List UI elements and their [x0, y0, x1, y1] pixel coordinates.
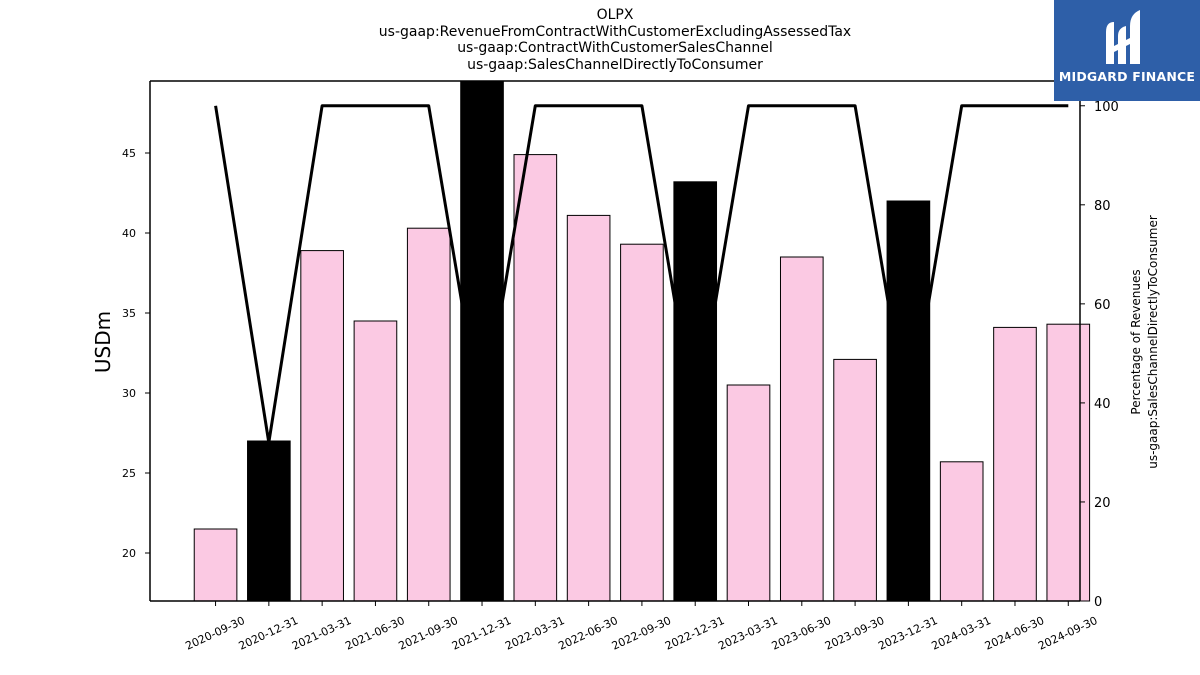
bar-2020-09-30: [193, 528, 238, 602]
x-tick-label-2020-09-30: 2020-09-30: [183, 614, 246, 653]
x-tick-label-2021-09-30: 2021-09-30: [397, 614, 460, 653]
chart-title-line-4: us-gaap:SalesChannelDirectlyToConsumer: [467, 57, 763, 73]
bar-2022-12-31: [673, 181, 718, 602]
x-tick-label-2022-06-30: 2022-06-30: [556, 614, 619, 653]
bar-2022-03-31: [513, 154, 558, 602]
x-tick-label-2023-06-30: 2023-06-30: [770, 614, 833, 653]
bar-2023-12-31: [886, 200, 931, 602]
x-tick-label-2022-03-31: 2022-03-31: [503, 614, 566, 653]
y-tick-label-25: 25: [122, 467, 136, 480]
y-tick-label-20: 20: [122, 547, 136, 560]
y2-tick-label-0: 0: [1094, 595, 1102, 610]
bar-2020-12-31: [247, 440, 291, 602]
x-tick-label-2022-12-31: 2022-12-31: [663, 614, 726, 653]
y2-tick-label-100: 100: [1094, 100, 1119, 115]
chart-title-line-3: us-gaap:ContractWithCustomerSalesChannel: [457, 40, 773, 56]
bar-2022-09-30: [620, 243, 664, 602]
logo-icon: [1106, 10, 1140, 64]
bars-group: [193, 80, 1091, 602]
y2-tick-label-60: 60: [1094, 298, 1111, 313]
y-tick-label-45: 45: [122, 147, 136, 160]
y-tick-label-40: 40: [122, 227, 136, 240]
x-tick-label-2021-03-31: 2021-03-31: [290, 614, 353, 653]
x-tick-label-2024-06-30: 2024-06-30: [983, 614, 1046, 653]
x-tick-label-2021-12-31: 2021-12-31: [450, 614, 513, 653]
x-tick-label-2023-09-30: 2023-09-30: [823, 614, 886, 653]
bar-2023-06-30: [779, 256, 824, 602]
bar-2024-06-30: [993, 326, 1037, 602]
logo-text: MIDGARD FINANCE: [1058, 69, 1196, 84]
x-tick-label-2023-03-31: 2023-03-31: [716, 614, 779, 653]
x-tick-label-2024-09-30: 2024-09-30: [1036, 614, 1099, 653]
x-tick-label-2021-06-30: 2021-06-30: [343, 614, 406, 653]
bar-2023-09-30: [833, 358, 877, 602]
x-tick-label-2022-09-30: 2022-09-30: [610, 614, 673, 653]
y2-tick-label-20: 20: [1094, 496, 1111, 511]
x-tick-label-2020-12-31: 2020-12-31: [237, 614, 300, 653]
bar-2024-03-31: [939, 461, 984, 602]
midgard-finance-logo: MIDGARD FINANCE: [1054, 0, 1200, 101]
y2-axis-label: Percentage of Revenues: [1129, 269, 1143, 414]
bar-2024-09-30: [1046, 323, 1091, 602]
line-series-group: [214, 104, 1069, 444]
y-tick-label-35: 35: [122, 307, 136, 320]
x-tick-label-2024-03-31: 2024-03-31: [930, 614, 993, 653]
y-tick-label-30: 30: [122, 387, 136, 400]
bar-2023-03-31: [726, 384, 771, 602]
y-axis-label: USDm: [91, 311, 115, 373]
chart-title-line-2: us-gaap:RevenueFromContractWithCustomerE…: [378, 24, 852, 40]
bar-2021-09-30: [406, 227, 451, 602]
bar-2021-03-31: [300, 250, 344, 602]
y2-tick-label-80: 80: [1094, 199, 1111, 214]
x-tick-label-2023-12-31: 2023-12-31: [876, 614, 939, 653]
chart-title-line-1: OLPX: [596, 7, 634, 23]
y2-axis-label-line-2: us-gaap:SalesChannelDirectlyToConsumer: [1146, 215, 1160, 469]
bar-2022-06-30: [566, 214, 611, 602]
y2-tick-label-40: 40: [1094, 397, 1111, 412]
bar-2021-06-30: [353, 320, 398, 602]
percentage-line: [214, 104, 1069, 444]
